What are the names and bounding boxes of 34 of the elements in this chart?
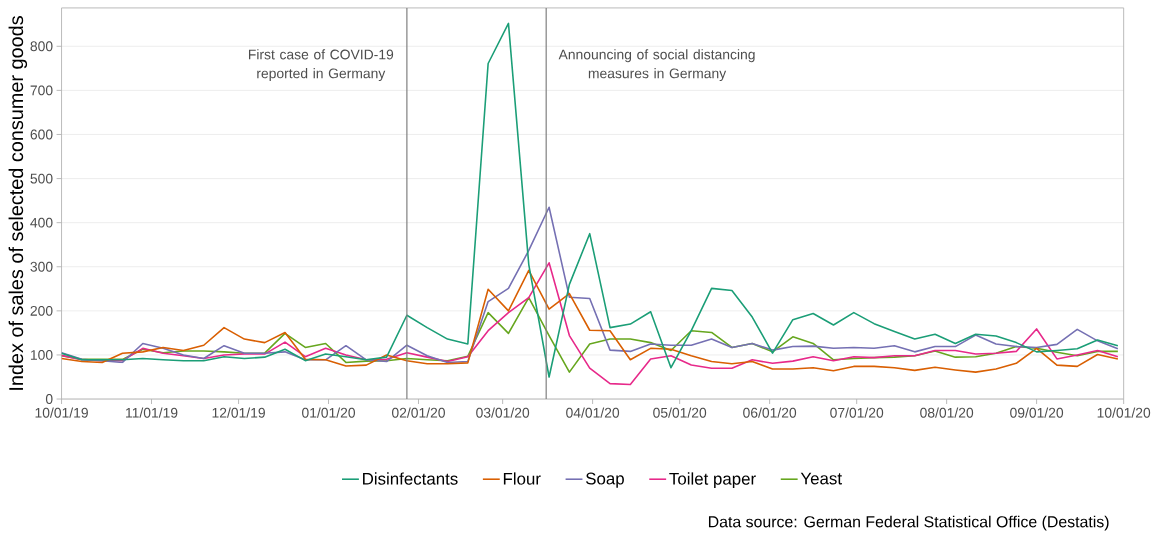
x-tick-label: 09/01/20 [1010,407,1064,418]
x-tick-label: 05/01/20 [653,407,707,418]
x-tick-label: 06/01/20 [743,407,797,418]
x-tick-label: 02/01/20 [391,407,445,418]
x-tick-label: 08/01/20 [920,407,974,418]
y-tick-label: 800 [30,41,53,52]
legend-label: Soap [586,472,624,488]
ref-line-label: Announcing of social distancing measures in Germany [558,49,755,82]
legend-label: Flour [503,472,541,485]
y-axis-title: Index of sales of selected consumer goods [8,16,28,390]
y-tick-label: 0 [45,394,53,404]
source-note: Data source: German Federal Statistical Office (Destatis) [708,515,1109,531]
legend-label: Toilet paper [669,472,756,489]
x-tick-label: 03/01/20 [476,407,530,418]
legend-label: Disinfectants [363,472,458,485]
line-series [61,269,1119,373]
x-tick-label: 10/01/20 [1097,407,1151,418]
x-tick-label: 10/01/19 [35,407,88,418]
line-series [61,261,1119,386]
y-tick-label: 200 [30,305,53,316]
y-tick-label: 400 [30,217,53,228]
y-tick-label: 100 [30,350,53,360]
x-tick-label: 04/01/20 [566,407,620,418]
x-tick-label: 01/01/20 [302,407,356,418]
y-tick-label: 500 [30,173,53,184]
x-tick-label: 07/01/20 [830,407,884,418]
line-series [61,206,1119,364]
y-tick-label: 700 [30,85,53,96]
legend-label: Yeast [800,472,842,485]
x-tick-label: 11/01/19 [126,407,178,418]
y-tick-label: 600 [30,129,53,140]
ref-line-label: First case of COVID-19 reported in Germany [248,49,394,82]
y-tick-label: 300 [30,261,53,272]
x-tick-label: 12/01/19 [212,407,265,418]
